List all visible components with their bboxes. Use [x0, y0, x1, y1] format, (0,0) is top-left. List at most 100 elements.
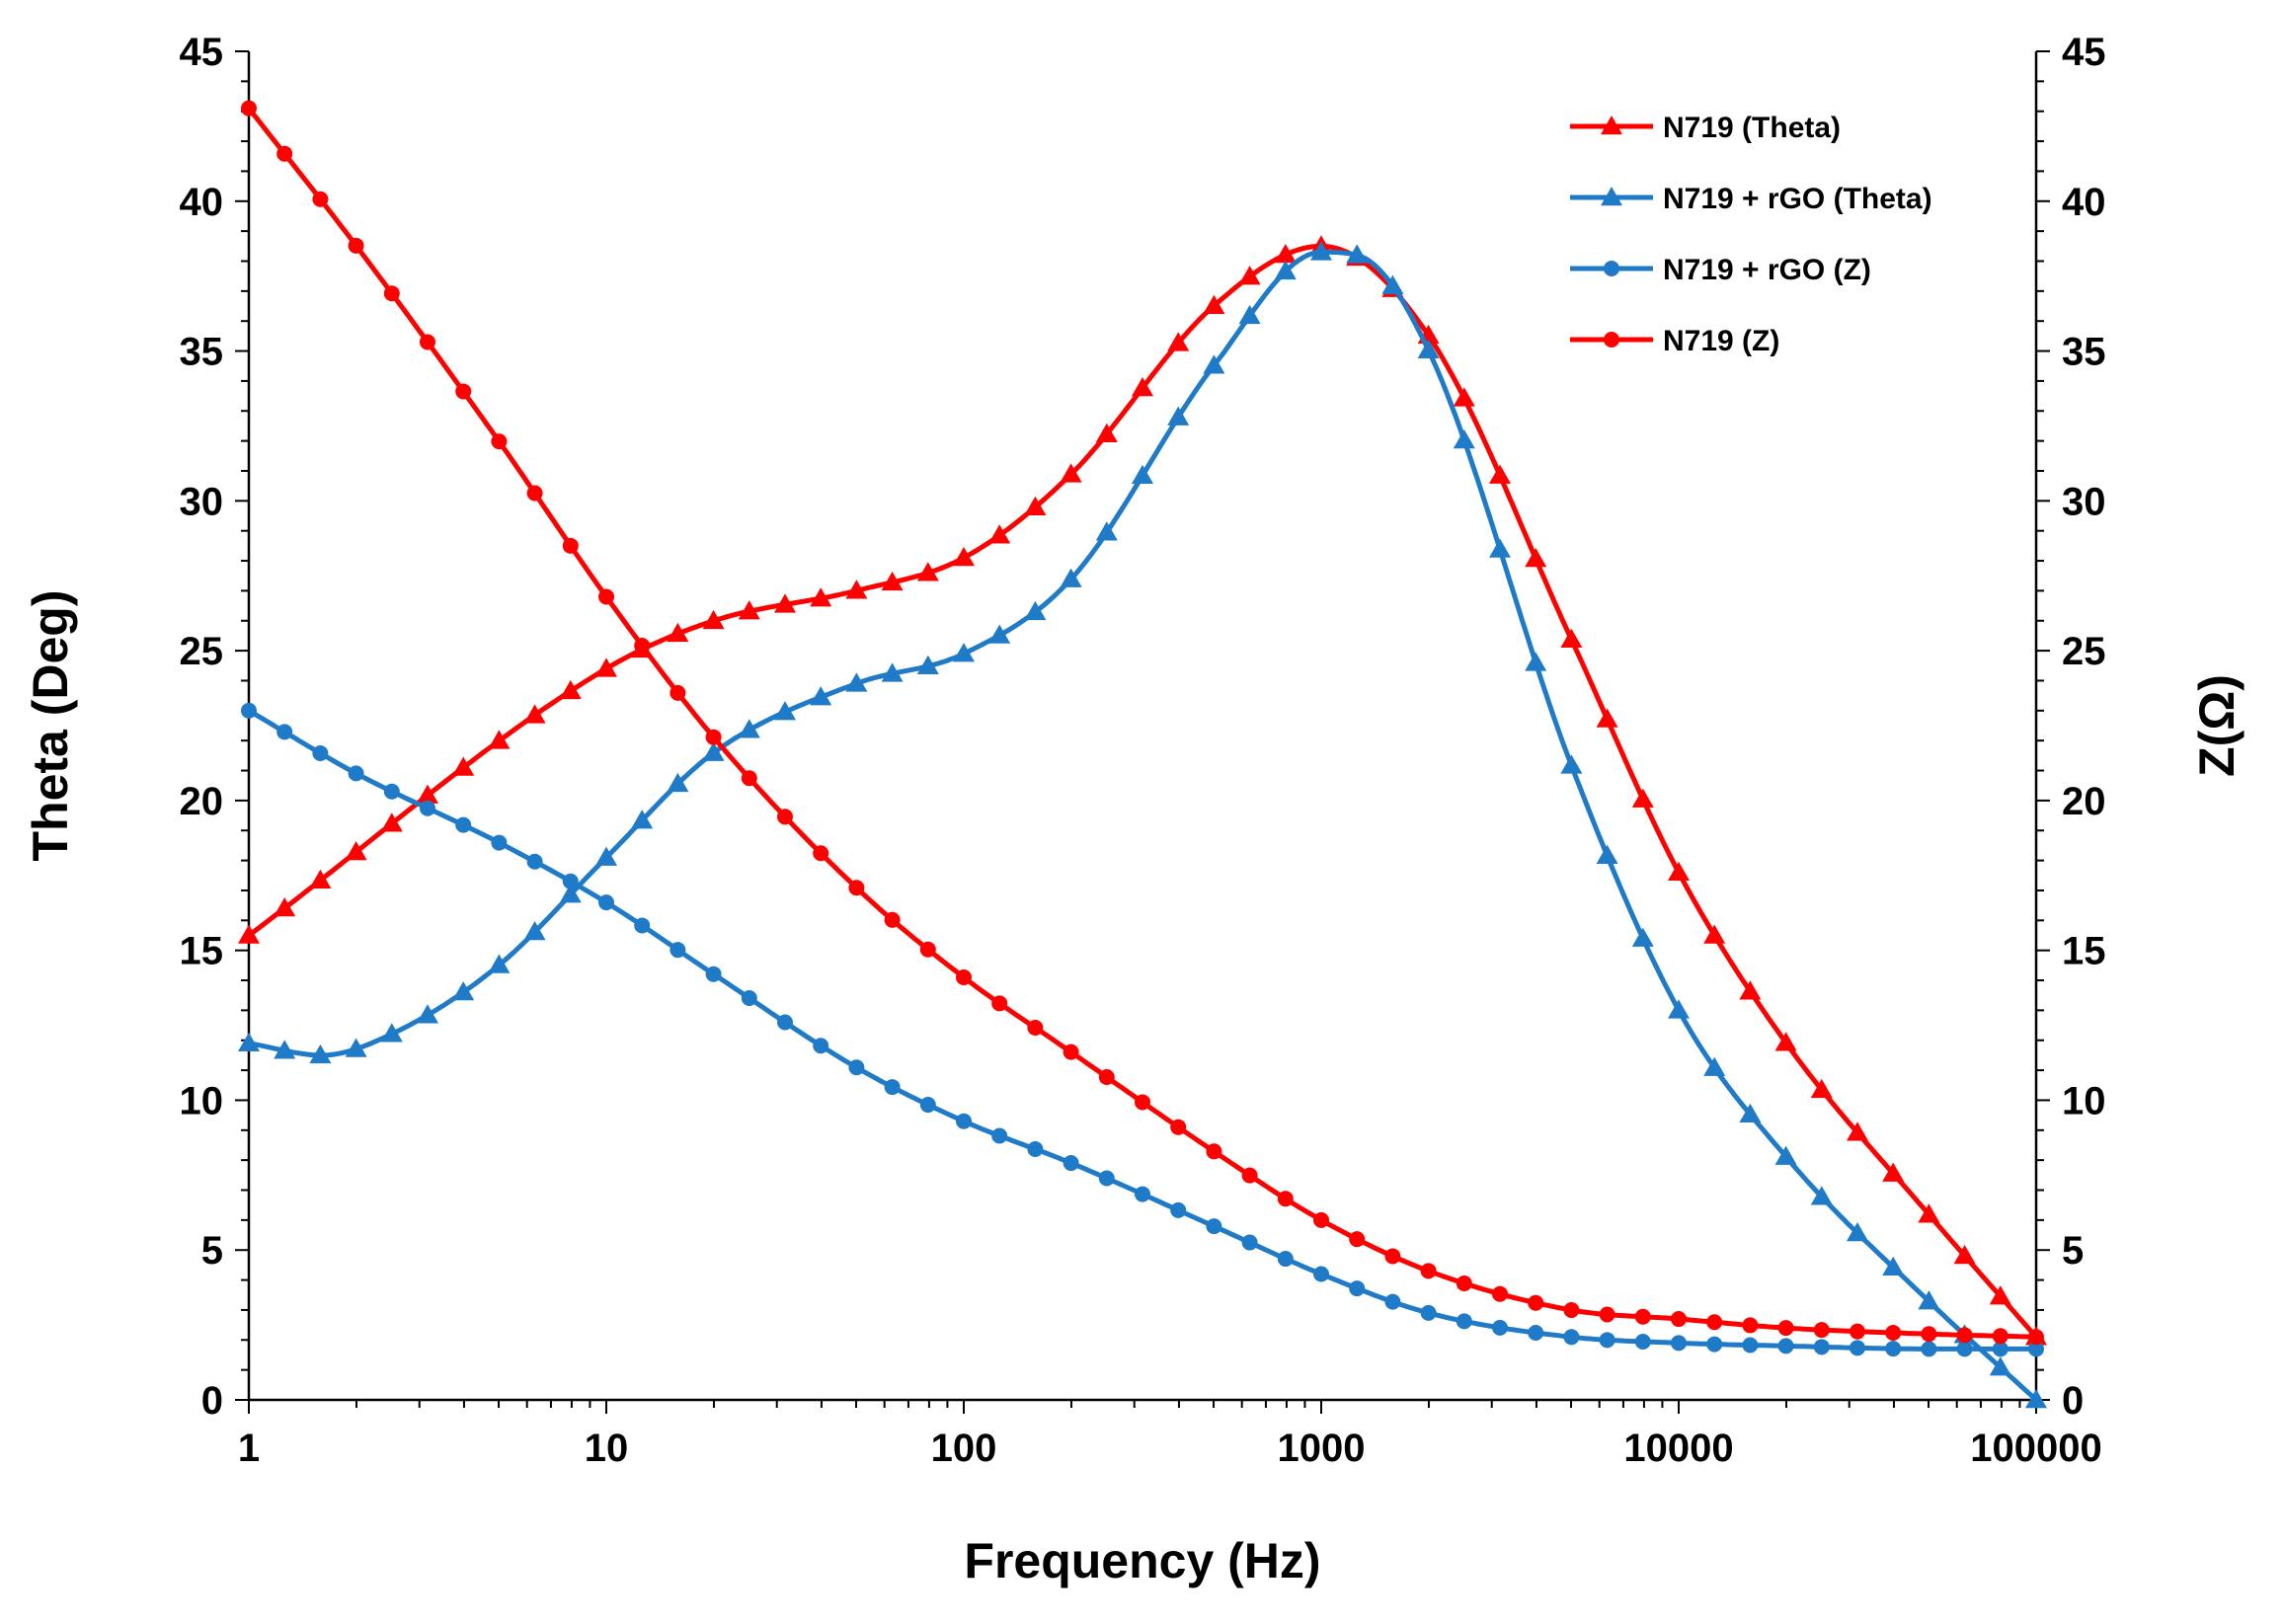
data-point-circle — [1277, 1191, 1294, 1207]
x-tick-label: 10000 — [1623, 1427, 1733, 1470]
data-point-circle — [1420, 1263, 1437, 1279]
y-tick-label: 10 — [180, 1079, 224, 1122]
data-point-circle — [1456, 1313, 1472, 1330]
data-point-triangle — [1489, 464, 1511, 484]
data-point-circle — [1992, 1328, 2008, 1345]
data-point-circle — [598, 894, 614, 911]
data-point-circle — [919, 941, 936, 958]
y2-tick-label: 5 — [2062, 1229, 2084, 1273]
data-point-triangle — [238, 1032, 260, 1052]
data-point-triangle — [1918, 1290, 1940, 1310]
data-point-triangle — [1739, 1103, 1762, 1123]
x-tick-label: 100000 — [1970, 1427, 2101, 1470]
data-point-circle — [455, 383, 472, 400]
data-point-circle — [348, 765, 364, 782]
data-point-circle — [1349, 1280, 1366, 1297]
data-point-circle — [1063, 1044, 1079, 1060]
data-point-triangle — [345, 1038, 367, 1057]
data-point-triangle — [595, 846, 617, 866]
data-point-triangle — [774, 593, 796, 613]
data-point-triangle — [1167, 332, 1190, 351]
data-point-triangle — [988, 624, 1011, 644]
data-point-triangle — [1847, 1121, 1868, 1141]
data-point-circle — [1921, 1341, 1937, 1357]
data-point-triangle — [1167, 406, 1190, 425]
data-point-circle — [1813, 1322, 1830, 1339]
y2-tick-label: 30 — [2062, 480, 2106, 523]
data-point-triangle — [345, 841, 367, 861]
data-point-circle — [1921, 1326, 1937, 1343]
data-point-circle — [1706, 1336, 1723, 1353]
data-point-triangle — [1095, 423, 1118, 442]
legend-marker-triangle — [1601, 116, 1622, 135]
data-point-circle — [420, 800, 435, 816]
data-point-circle — [1313, 1266, 1329, 1282]
y2-tick-label: 40 — [2062, 181, 2106, 224]
data-point-triangle — [702, 609, 725, 630]
data-point-triangle — [881, 571, 904, 591]
series-2 — [241, 702, 2044, 1357]
series-layer — [238, 100, 2047, 1409]
y-tick-label: 30 — [180, 480, 224, 523]
data-point-circle — [848, 880, 865, 896]
data-point-circle — [956, 1113, 972, 1129]
data-point-circle — [276, 145, 293, 162]
data-point-triangle — [1024, 600, 1047, 621]
y-tick-label: 25 — [180, 630, 224, 673]
data-point-triangle — [417, 784, 438, 804]
data-point-triangle — [916, 562, 939, 581]
data-point-circle — [1634, 1333, 1651, 1350]
data-point-triangle — [2025, 1389, 2047, 1409]
data-point-circle — [813, 845, 829, 862]
data-point-circle — [526, 853, 543, 870]
data-point-circle — [669, 684, 686, 701]
data-point-triangle — [988, 524, 1011, 544]
data-point-triangle — [1882, 1162, 1905, 1182]
data-point-triangle — [1203, 294, 1225, 314]
data-point-circle — [1956, 1341, 1973, 1357]
data-point-circle — [1241, 1167, 1258, 1184]
legend-marker-triangle — [1601, 187, 1622, 206]
y2-tick-label: 0 — [2062, 1379, 2084, 1423]
legend-label: N719 (Z) — [1663, 325, 1779, 357]
data-point-triangle — [1346, 244, 1369, 264]
data-point-circle — [1885, 1341, 1902, 1357]
data-point-circle — [634, 917, 651, 934]
data-point-triangle — [523, 920, 546, 941]
data-point-triangle — [1810, 1078, 1833, 1099]
data-point-circle — [1706, 1314, 1723, 1331]
y-tick-label: 45 — [180, 31, 224, 74]
data-point-circle — [1206, 1218, 1222, 1235]
legend-layer: N719 (Theta) N719 + rGO (Theta) N719 + rGO… — [1570, 112, 1932, 357]
data-point-circle — [1063, 1155, 1079, 1172]
data-point-circle — [491, 834, 508, 851]
data-point-triangle — [1274, 260, 1297, 280]
data-point-circle — [1850, 1323, 1865, 1340]
data-point-circle — [1098, 1170, 1115, 1187]
y-tick-label: 5 — [201, 1229, 223, 1273]
data-point-circle — [1671, 1311, 1687, 1328]
data-point-circle — [1384, 1248, 1401, 1265]
data-point-triangle — [452, 756, 475, 776]
data-point-circle — [1599, 1332, 1615, 1349]
data-point-triangle — [1989, 1285, 2011, 1305]
data-point-triangle — [1560, 754, 1583, 774]
data-point-triangle — [1274, 243, 1297, 264]
data-point-circle — [777, 809, 793, 825]
data-point-circle — [634, 638, 651, 655]
data-point-circle — [1135, 1186, 1150, 1202]
data-point-triangle — [1631, 927, 1654, 947]
data-point-circle — [1206, 1143, 1222, 1160]
data-point-triangle — [1774, 1032, 1797, 1051]
data-point-circle — [383, 285, 400, 302]
y2-tick-label: 25 — [2062, 630, 2106, 673]
data-point-triangle — [1132, 464, 1153, 485]
data-point-circle — [1027, 1140, 1044, 1157]
y2-tick-label: 35 — [2062, 331, 2106, 374]
data-point-triangle — [1596, 844, 1618, 865]
data-point-triangle — [488, 730, 511, 749]
data-point-triangle — [810, 587, 832, 607]
data-point-circle — [1492, 1319, 1508, 1336]
data-point-circle — [455, 816, 472, 833]
x-tick-label: 1000 — [1278, 1427, 1366, 1470]
